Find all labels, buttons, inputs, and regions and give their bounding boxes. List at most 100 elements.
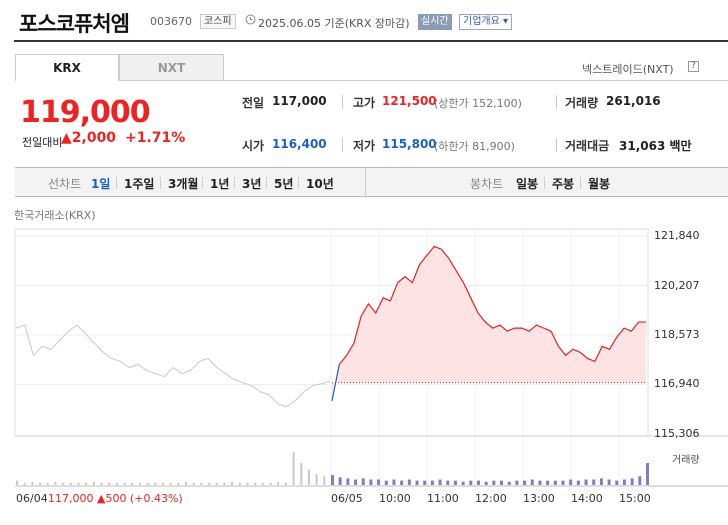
volume-bar [523, 480, 527, 485]
divider [298, 177, 299, 189]
company-overview-button[interactable]: 기업개요 ▾ [459, 14, 512, 30]
volume-bar [638, 476, 642, 485]
separator [342, 95, 343, 109]
divider [160, 177, 161, 189]
volume-bar [323, 476, 326, 485]
volume-bar [561, 480, 565, 485]
volume-bar [300, 463, 303, 485]
period-1y[interactable]: 1년 [210, 177, 230, 191]
high-value: 121,500 [382, 94, 437, 108]
y-tick-label: 118,573 [654, 328, 700, 341]
volume-bar [446, 480, 450, 485]
period-3m[interactable]: 3개월 [168, 177, 199, 191]
period-5y[interactable]: 5년 [274, 177, 294, 191]
tab-krx[interactable]: KRX [15, 54, 119, 81]
high-label: 고가 [353, 96, 376, 110]
volume-bar [546, 480, 550, 485]
volume-bar [23, 482, 26, 485]
volume-bar [569, 479, 573, 485]
volume-bar [476, 480, 480, 485]
candle-daily[interactable]: 일봉 [516, 177, 539, 191]
period-10y[interactable]: 10년 [306, 177, 334, 191]
volume-bar [469, 480, 473, 485]
volume-bar [338, 477, 342, 485]
volume-bar [92, 481, 95, 485]
candle-monthly[interactable]: 월봉 [588, 177, 611, 191]
x-tick-label: 14:00 [571, 492, 603, 505]
volume-bar [215, 482, 218, 485]
y-tick-label: 121,840 [654, 229, 700, 242]
volume-bar [131, 482, 134, 485]
volume-bar [138, 482, 141, 485]
volume-bar [238, 482, 241, 485]
volume-value: 261,016 [606, 94, 661, 108]
open-value: 116,400 [272, 137, 327, 151]
divider [544, 177, 545, 189]
current-price: 119,000 [20, 95, 151, 130]
prev-day-summary: 117,000 ▲500 (+0.43%) [48, 492, 183, 505]
volume-bar [553, 480, 557, 485]
candle-weekly[interactable]: 주봉 [552, 177, 575, 191]
nxt-link[interactable]: 넥스트레이드(NXT) [582, 63, 674, 76]
today-line [338, 245, 646, 365]
open-drop-line [331, 364, 340, 401]
x-tick-label: 13:00 [523, 492, 555, 505]
open-label: 시가 [242, 139, 265, 153]
divider [365, 168, 366, 198]
exchange-label: 한국거래소(KRX) [14, 209, 96, 222]
divider [234, 177, 235, 189]
volume-bar [530, 479, 534, 485]
volume-bar [261, 482, 264, 485]
help-icon[interactable]: ? [688, 61, 699, 72]
volume-bar [269, 482, 272, 485]
period-1w[interactable]: 1주일 [124, 177, 155, 191]
period-1d[interactable]: 1일 [91, 177, 111, 191]
volume-bar [492, 480, 496, 485]
volume-bar [354, 479, 358, 485]
volume-bar [392, 479, 396, 485]
volume-bar [231, 481, 234, 485]
volume-bar [438, 479, 442, 485]
volume-bar [331, 475, 334, 485]
change-value: ▲2,000 [61, 130, 117, 146]
prev-close-label: 전일 [242, 96, 265, 110]
clock-icon [245, 14, 256, 25]
amount-value: 31,063 백만 [619, 139, 692, 153]
volume-bar [46, 482, 49, 485]
volume-bar [223, 482, 226, 485]
volume-bar [85, 482, 88, 485]
quote-date: 2025.06.05 기준(KRX 장마감) [258, 17, 410, 30]
volume-bar [361, 478, 365, 485]
separator [556, 95, 557, 109]
volume-axis-label: 거래량 [672, 455, 700, 466]
volume-bar [515, 480, 519, 485]
volume-bar [584, 479, 588, 485]
tab-nxt[interactable]: NXT [119, 54, 224, 81]
divider [266, 177, 267, 189]
volume-bar [254, 482, 257, 485]
volume-bar [400, 480, 404, 485]
change-percent: +1.71% [125, 130, 186, 146]
realtime-button[interactable]: 실시간 [418, 14, 452, 30]
lower-limit: (하한가 81,900) [434, 140, 515, 153]
candle-chart-label: 봉차트 [470, 177, 504, 191]
volume-bar [169, 482, 172, 485]
volume-bar [484, 481, 488, 485]
volume-bar [415, 480, 419, 485]
volume-bar [246, 482, 249, 485]
header-divider [14, 40, 728, 42]
tab-underline [224, 80, 728, 81]
volume-bar [154, 482, 157, 485]
volume-bar [292, 452, 295, 485]
volume-bar [200, 482, 203, 485]
separator [342, 138, 343, 152]
line-chart-label: 선차트 [48, 177, 82, 191]
period-3y[interactable]: 3년 [242, 177, 262, 191]
volume-bar [592, 479, 596, 485]
volume-bar [407, 479, 411, 485]
change-label: 전일대비 [22, 136, 63, 149]
volume-label: 거래량 [565, 96, 599, 110]
volume-bar [607, 479, 611, 485]
x-tick-label: 12:00 [475, 492, 507, 505]
